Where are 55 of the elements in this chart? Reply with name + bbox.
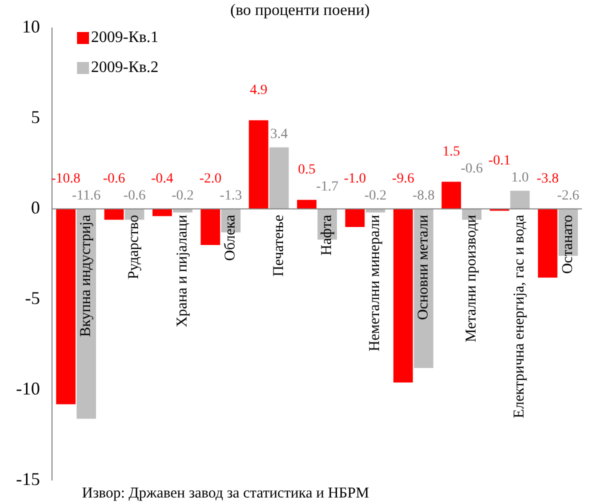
bar	[538, 208, 558, 278]
x-tick-label: Облека	[222, 214, 239, 261]
legend-label: 2009-Кв.2	[90, 59, 159, 76]
bar	[510, 190, 530, 209]
y-tick-label: 5	[30, 107, 40, 128]
data-label: 0.5	[298, 162, 316, 178]
data-label: -0.2	[172, 188, 194, 204]
data-label: -1.0	[344, 172, 366, 187]
x-tick-label: Основни метали	[415, 214, 432, 320]
x-tick-label: Неметални минерали	[367, 214, 384, 352]
bar	[248, 120, 268, 209]
data-label: -3.8	[536, 172, 559, 187]
data-label: -2.6	[557, 188, 580, 204]
y-tick-label: 0	[30, 198, 40, 218]
data-label: -0.4	[151, 172, 174, 187]
text: Извор: Државен завод за статистика и НБРМ	[82, 485, 370, 502]
x-tick-label: Рударство	[126, 214, 142, 280]
data-label: 3.4	[270, 127, 288, 142]
data-label: -0.6	[123, 188, 146, 204]
data-label: -0.6	[460, 161, 483, 176]
x-tick-label: Вкупна индустрија	[78, 214, 94, 337]
data-label: -0.2	[364, 188, 387, 204]
y-tick-label: -5	[24, 288, 40, 308]
y-tick-label: 10	[22, 16, 40, 37]
x-tick-label: Печатење	[270, 214, 287, 277]
data-label: -1.3	[220, 188, 242, 204]
chart-subtitle: (во проценти поени)	[230, 2, 370, 20]
data-label: 4.9	[250, 82, 268, 98]
y-tick-label: -15	[16, 468, 40, 489]
bar	[56, 208, 76, 404]
legend-label: 2009-Кв.1	[90, 29, 159, 46]
bar	[200, 208, 220, 246]
bar	[104, 208, 124, 220]
data-label: -2.0	[199, 172, 222, 187]
y-tick-label: -10	[16, 378, 40, 398]
data-label: -0.1	[488, 153, 511, 168]
x-tick-label: Метални производи	[463, 214, 480, 342]
bar	[442, 182, 462, 209]
x-tick-label: Електрична енергија, гас и вода	[512, 214, 528, 418]
data-label: -8.8	[412, 188, 435, 204]
data-label: -0.6	[102, 172, 126, 187]
data-label: -11.6	[72, 188, 101, 204]
bar	[345, 208, 365, 227]
bar	[152, 208, 172, 216]
data-label: -10.8	[51, 172, 80, 187]
data-label: -1.7	[316, 180, 338, 195]
bar	[269, 147, 289, 209]
x-tick-label: Нафта	[318, 214, 335, 256]
x-tick-label: Останато	[560, 214, 576, 274]
data-label: 1.5	[442, 144, 460, 160]
data-label: 1.0	[511, 170, 529, 186]
bar	[393, 208, 413, 383]
x-tick-label: Храна и пијалаци	[174, 214, 190, 328]
data-label: -9.6	[392, 172, 414, 187]
bar	[297, 200, 316, 209]
